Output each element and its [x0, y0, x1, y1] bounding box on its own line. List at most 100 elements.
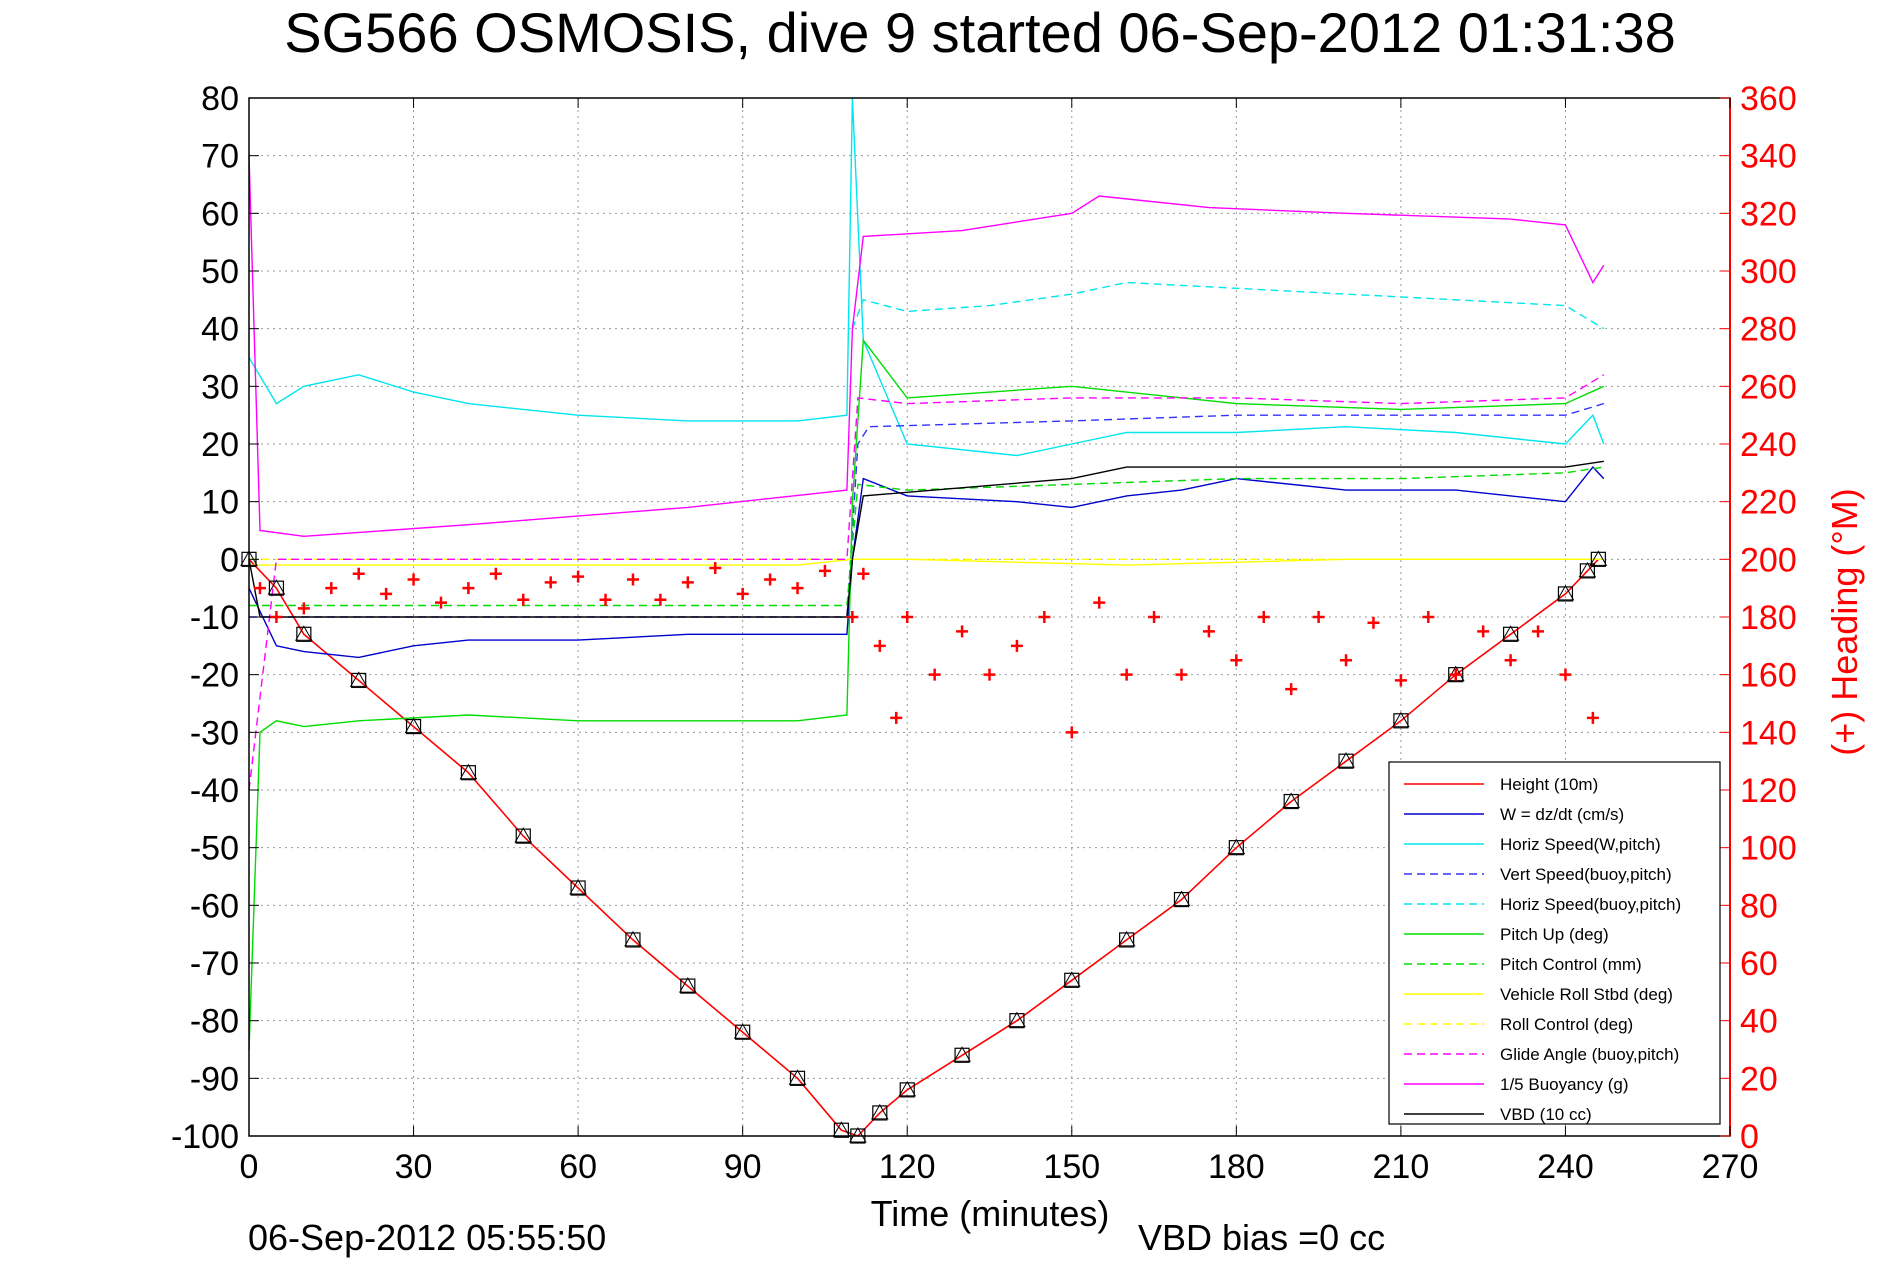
heading-series: [253, 561, 1599, 739]
heading-marker: [846, 611, 859, 623]
y-tick-label: -20: [190, 657, 239, 695]
y-tick-label: -30: [190, 714, 239, 752]
y-right-tick-label: 300: [1740, 253, 1797, 291]
heading-marker: [818, 564, 831, 577]
height-marker: [870, 1103, 889, 1120]
legend-label: Vert Speed(buoy,pitch): [1500, 865, 1672, 884]
heading-marker: [983, 668, 996, 681]
heading-marker: [764, 573, 777, 586]
heading-marker: [857, 567, 870, 580]
legend: Height (10m) W = dz/dt (cm/s) Horiz Speed(…: [1388, 761, 1721, 1125]
heading-marker: [325, 582, 338, 595]
heading-marker: [434, 596, 447, 609]
heading-marker: [1202, 625, 1215, 638]
heading-marker: [1394, 674, 1407, 687]
y-tick-label: 10: [201, 484, 239, 522]
height-marker: [1589, 550, 1608, 566]
heading-marker: [1449, 668, 1462, 681]
x-tick-label: 150: [1043, 1148, 1100, 1186]
heading-marker: [1532, 625, 1545, 638]
heading-marker: [599, 593, 612, 606]
heading-marker: [928, 668, 941, 681]
height-marker: [514, 827, 533, 843]
y-right-tick-label: 80: [1740, 887, 1778, 925]
series-line-horiz_speed_model: [851, 281, 1605, 330]
heading-marker: [517, 593, 530, 606]
y-tick-label: 60: [201, 195, 239, 233]
heading-marker: [572, 570, 585, 583]
y-tick-label: 50: [201, 253, 239, 291]
y-right-tick-label: 0: [1740, 1118, 1759, 1156]
height-marker: [294, 625, 313, 641]
heading-marker: [1559, 668, 1572, 681]
legend-label: Pitch Up (deg): [1500, 925, 1609, 944]
heading-marker: [1038, 611, 1051, 623]
heading-marker: [1065, 726, 1078, 739]
heading-marker: [1175, 668, 1188, 681]
height-marker: [1172, 890, 1191, 907]
series-line-glide_angle: [248, 374, 1605, 791]
heading-marker: [1367, 616, 1380, 629]
legend-label: Pitch Control (mm): [1500, 955, 1642, 974]
y-tick-label: 40: [201, 311, 239, 349]
height-marker: [404, 717, 423, 734]
y-tick-label: -10: [190, 599, 239, 637]
heading-marker: [1340, 654, 1353, 667]
y-tick-label: -100: [171, 1118, 239, 1156]
height-marker: [569, 879, 587, 895]
series-line-horiz_speed: [248, 97, 1605, 457]
height-marker: [267, 579, 286, 595]
y-right-tick-label: 340: [1740, 138, 1797, 176]
y-right-tick-label: 40: [1740, 1003, 1778, 1041]
y-right-tick-label: 100: [1740, 830, 1797, 868]
heading-marker: [890, 711, 903, 724]
heading-marker: [1586, 711, 1599, 724]
height-marker: [848, 1126, 867, 1143]
height-marker: [459, 763, 478, 780]
heading-marker: [1285, 683, 1298, 696]
y-tick-label: 20: [201, 426, 239, 464]
heading-marker: [1093, 596, 1106, 609]
y-tick-label: 70: [201, 138, 239, 176]
y-tick-label: 80: [201, 80, 239, 118]
y-right-tick-label: 180: [1740, 599, 1797, 637]
x-tick-label: 120: [879, 1148, 936, 1186]
height-marker: [1337, 752, 1355, 768]
height-marker: [1556, 584, 1575, 601]
heading-marker: [1477, 625, 1490, 638]
heading-marker: [1230, 654, 1243, 667]
heading-marker: [1120, 668, 1133, 681]
y-right-tick-label: 220: [1740, 484, 1797, 522]
height-marker: [953, 1046, 971, 1062]
series-line-buoyancy: [248, 155, 1605, 538]
legend-label: VBD (10 cc): [1500, 1105, 1592, 1124]
heading-marker: [681, 576, 694, 589]
legend-label: Horiz Speed(W,pitch): [1500, 835, 1661, 854]
heading-marker: [462, 582, 475, 595]
legend-label: Horiz Speed(buoy,pitch): [1500, 895, 1681, 914]
y-right-tick-label: 260: [1740, 368, 1797, 406]
legend-label: Glide Angle (buoy,pitch): [1500, 1045, 1679, 1064]
height-marker: [678, 977, 697, 993]
heading-marker: [873, 639, 886, 652]
legend-box: [1388, 761, 1721, 1125]
y-right-tick-label: 160: [1740, 657, 1797, 695]
x-tick-label: 60: [559, 1148, 597, 1186]
height-marker: [1392, 711, 1410, 728]
y-right-tick-label: 200: [1740, 541, 1797, 579]
y-right-tick-label: 360: [1740, 80, 1797, 118]
x-tick-label: 90: [724, 1148, 762, 1186]
height-marker: [1282, 792, 1301, 809]
height-marker: [1008, 1011, 1026, 1028]
heading-marker: [407, 573, 420, 586]
series-line-pitch_control: [249, 466, 1604, 607]
heading-marker: [253, 582, 266, 595]
y-right-tick-label: 240: [1740, 426, 1797, 464]
y-tick-label: 30: [201, 368, 239, 406]
series-line-vbd: [248, 460, 1604, 618]
height-marker: [1227, 838, 1246, 855]
y-tick-label: -80: [190, 1003, 239, 1041]
x-tick-label: 30: [395, 1148, 433, 1186]
y-tick-label: -40: [190, 772, 239, 810]
heading-marker: [270, 611, 283, 623]
